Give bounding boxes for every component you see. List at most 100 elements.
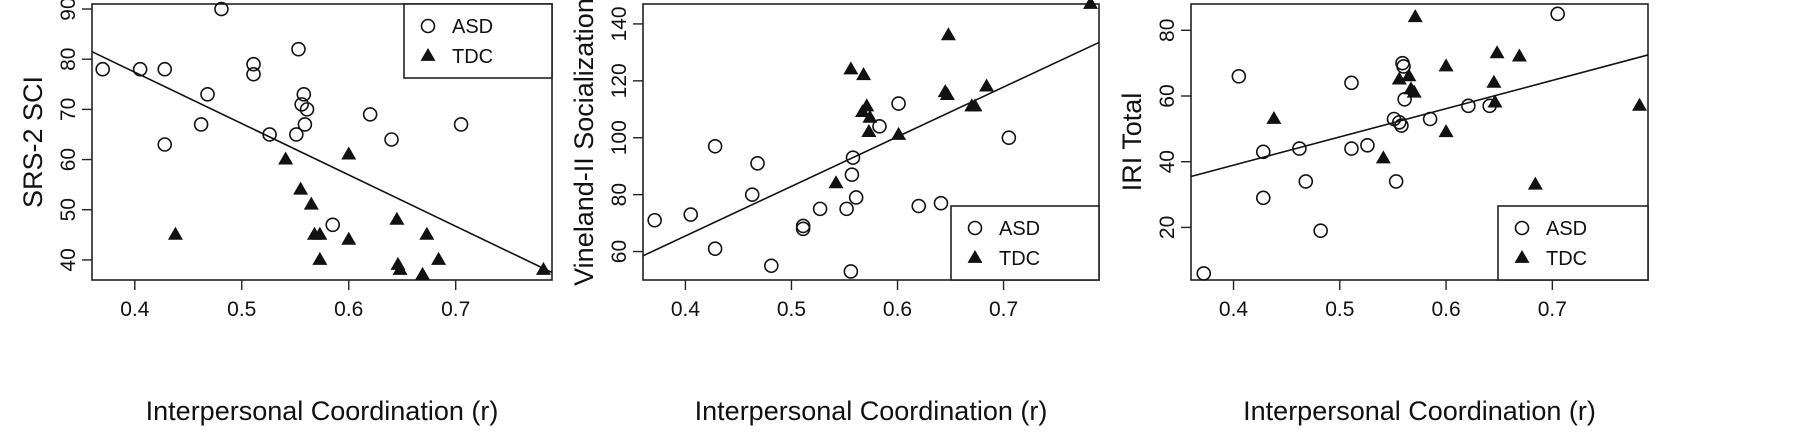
- x-tick-label: 0.5: [227, 298, 256, 321]
- asd-point: [839, 201, 854, 217]
- tdc-point: [535, 261, 551, 275]
- tdc-point: [979, 78, 995, 92]
- asd-point: [795, 218, 811, 234]
- tdc-point: [1083, 0, 1099, 9]
- x-tick-label: 0.6: [883, 298, 912, 321]
- tdc-point: [967, 98, 983, 112]
- asd-point: [1394, 118, 1409, 133]
- asd-point: [647, 212, 662, 228]
- legend-label-asd: ASD: [999, 218, 1040, 240]
- panel-srs2: 0.4 0.5 0.6 0.7 40 50 60 70 80 90 Interpersonal Co…: [18, 0, 553, 426]
- asd-point: [1196, 266, 1212, 281]
- tdc-point: [312, 226, 328, 240]
- asd-point: [844, 167, 860, 183]
- tdc-point: [856, 67, 872, 81]
- tdc-point: [1266, 110, 1282, 124]
- y-tick-label: 90: [57, 0, 80, 21]
- legend-label-tdc: TDC: [1546, 248, 1587, 270]
- y-tick-label: 40: [57, 248, 80, 271]
- asd-point: [1231, 68, 1247, 84]
- asd-point: [297, 117, 313, 132]
- legend-label-tdc: TDC: [999, 248, 1040, 270]
- asd-point: [1550, 6, 1565, 22]
- asd-point: [1388, 174, 1404, 189]
- legend-label-asd: ASD: [452, 16, 493, 38]
- y-tick-label: 60: [57, 148, 80, 171]
- asd-point: [1255, 190, 1271, 206]
- x-axis-title: Interpersonal Coordination (r): [695, 396, 1048, 426]
- x-tick-label: 0.5: [777, 298, 806, 321]
- y-tick-label: 60: [1156, 84, 1179, 107]
- y-tick-label: 120: [608, 63, 631, 98]
- tdc-point: [419, 226, 435, 240]
- asd-point: [1255, 144, 1271, 160]
- tdc-point: [167, 226, 183, 240]
- x-axis-title: Interpersonal Coordination (r): [1243, 396, 1596, 426]
- x-tick-label: 0.5: [1325, 298, 1354, 321]
- asd-point: [933, 195, 949, 211]
- asd-point: [296, 87, 312, 102]
- asd-point: [683, 207, 699, 222]
- asd-point: [291, 41, 306, 57]
- asd-point: [1001, 130, 1017, 146]
- asd-point: [325, 217, 340, 233]
- y-tick-label: 80: [57, 48, 80, 71]
- tdc-point: [312, 251, 328, 265]
- asd-point: [246, 56, 261, 72]
- tdc-point: [1375, 150, 1391, 164]
- asd-point: [95, 61, 110, 77]
- asd-point: [744, 187, 760, 202]
- asd-point: [246, 66, 261, 82]
- tdc-point: [862, 109, 878, 123]
- y-tick-label: 80: [608, 183, 631, 206]
- legend-tdc-marker: [420, 47, 436, 61]
- legend-tdc-marker: [967, 249, 983, 263]
- tdc-point: [431, 251, 447, 265]
- asd-point: [453, 117, 469, 132]
- plot-frame: [642, 3, 1100, 281]
- x-tick-label: 0.6: [1431, 298, 1460, 321]
- legend-tdc-marker: [1514, 249, 1530, 263]
- tdc-point: [415, 266, 431, 280]
- asd-point: [132, 61, 148, 77]
- asd-point: [812, 201, 828, 217]
- asd-point: [362, 107, 378, 122]
- tdc-point: [859, 98, 875, 112]
- legend-asd-marker: [967, 220, 983, 236]
- x-tick-label: 0.4: [1219, 298, 1249, 321]
- asd-point: [1344, 141, 1359, 156]
- y-tick-label: 50: [57, 198, 80, 221]
- x-tick-label: 0.7: [441, 298, 470, 321]
- tdc-point: [392, 261, 408, 275]
- plot-frame: [91, 3, 553, 281]
- x-axis-title: Interpersonal Coordination (r): [146, 396, 499, 426]
- x-tick-label: 0.7: [1538, 298, 1567, 321]
- legend-asd-marker: [420, 18, 436, 34]
- x-tick-label: 0.4: [120, 298, 150, 321]
- panel-iri: 0.4 0.5 0.6 0.7 20 40 60 80 Interpersonal Coordi…: [1117, 3, 1649, 426]
- tdc-point: [303, 196, 319, 210]
- asd-point: [157, 61, 173, 77]
- asd-point: [1392, 114, 1407, 130]
- y-tick-label: 60: [608, 240, 631, 263]
- y-tick-label: 80: [1156, 19, 1179, 42]
- asd-point: [214, 1, 229, 17]
- asd-point: [1344, 75, 1359, 91]
- tdc-point: [1486, 74, 1502, 88]
- asd-point: [891, 96, 906, 111]
- asd-point: [200, 87, 215, 102]
- tdc-point: [1527, 176, 1543, 190]
- asd-point: [911, 198, 927, 214]
- asd-point: [764, 258, 779, 274]
- y-axis-title: Vineland-II Socialization: [569, 0, 599, 286]
- legend-box: [1497, 205, 1649, 281]
- tdc-point: [1511, 48, 1527, 62]
- tdc-point: [1438, 124, 1454, 138]
- y-tick-label: 70: [57, 98, 80, 121]
- x-tick-label: 0.4: [671, 298, 701, 321]
- tdc-point: [278, 151, 294, 165]
- tdc-point: [341, 231, 357, 245]
- legend-box: [403, 3, 553, 79]
- asd-point: [795, 221, 811, 237]
- asd-point: [707, 241, 723, 257]
